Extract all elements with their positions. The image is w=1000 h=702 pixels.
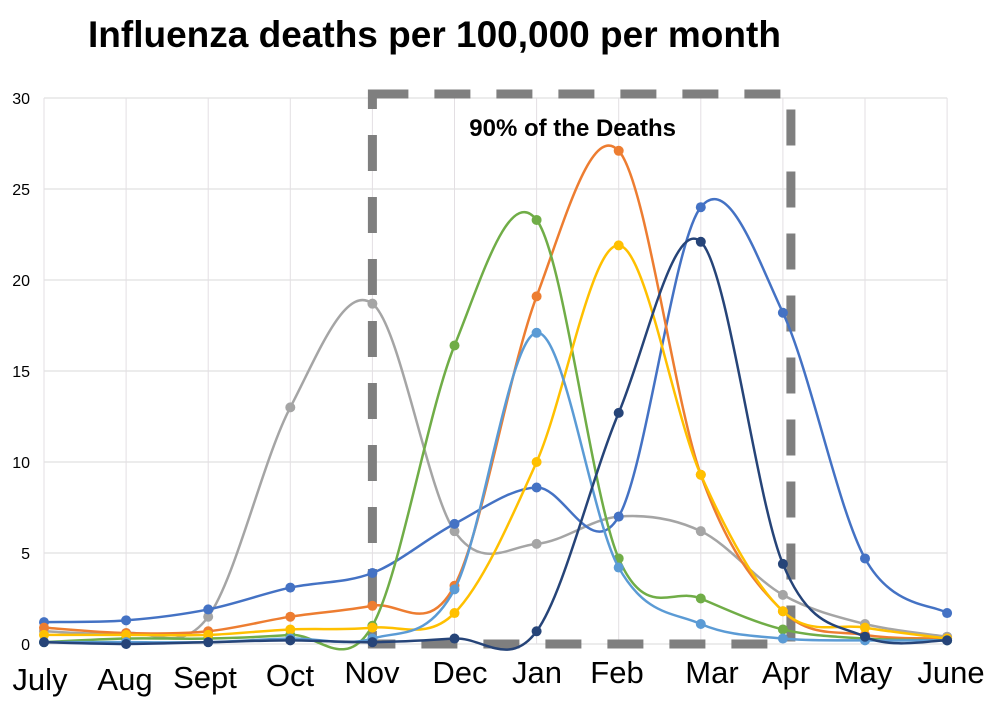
data-point-light-blue (777, 633, 788, 644)
data-point-gray (695, 526, 706, 537)
data-point-navy (449, 633, 460, 644)
data-point-navy (203, 637, 214, 648)
data-point-yellow (203, 629, 214, 640)
data-point-navy (531, 626, 542, 637)
data-point-orange (531, 291, 542, 302)
x-tick-label: Feb (590, 655, 643, 690)
data-point-yellow (531, 457, 542, 467)
series-line-light-blue (44, 331, 948, 644)
data-point-green (449, 340, 460, 351)
y-tick-label: 15 (12, 364, 30, 381)
x-tick-label: Dec (432, 655, 487, 690)
chart-title: Influenza deaths per 100,000 per month (88, 14, 781, 55)
data-point-navy (860, 631, 870, 642)
data-point-green (777, 624, 788, 635)
y-tick-label: 10 (12, 455, 30, 472)
data-point-orange (367, 600, 378, 611)
data-point-navy (942, 635, 953, 646)
data-point-gray (203, 611, 214, 622)
annotation-label: 90% of the Deaths (469, 115, 676, 142)
x-tick-label: Jan (512, 655, 562, 690)
data-point-gray (449, 526, 460, 537)
data-point-navy (121, 639, 132, 649)
data-point-blue (695, 202, 706, 213)
annotation-box (367, 89, 796, 649)
data-point-blue (531, 482, 542, 493)
x-tick-label: Oct (266, 658, 315, 693)
data-point-gray (367, 298, 378, 309)
y-tick-label: 25 (12, 182, 30, 199)
x-tick-label: Mar (685, 655, 738, 690)
series-line-gray (43, 298, 948, 640)
data-point-yellow (39, 629, 49, 640)
data-point-blue (203, 604, 214, 615)
data-point-navy (39, 637, 49, 648)
y-tick-label: 30 (12, 91, 30, 108)
data-point-blue (367, 568, 378, 579)
data-point-gray (285, 402, 296, 413)
data-point-yellow (285, 624, 296, 635)
data-point-yellow (367, 622, 378, 633)
data-point-blue (942, 608, 953, 619)
series-line-green (43, 211, 948, 651)
data-point-light-blue (613, 562, 624, 573)
data-point-yellow (613, 240, 624, 251)
x-tick-label: July (12, 662, 68, 697)
data-point-navy (285, 635, 296, 646)
data-point-orange (39, 622, 49, 633)
data-point-green (531, 214, 542, 225)
y-tick-label: 5 (21, 546, 30, 563)
data-point-orange (613, 145, 624, 156)
data-point-navy (613, 407, 624, 418)
data-point-green (695, 593, 706, 604)
data-point-blue (613, 511, 624, 522)
x-tick-label: Aug (97, 662, 152, 697)
data-point-blue (121, 615, 132, 626)
data-point-navy (777, 558, 788, 569)
series-line-blue (43, 198, 948, 624)
data-point-yellow (777, 606, 788, 617)
data-point-blue (285, 582, 296, 593)
x-tick-label: June (917, 655, 984, 690)
y-tick-label: 0 (21, 637, 30, 654)
data-point-blue (860, 553, 870, 564)
data-point-navy (695, 236, 706, 247)
data-point-gray (777, 589, 788, 600)
x-tick-label: Apr (762, 655, 810, 690)
data-point-yellow (860, 622, 870, 633)
data-point-light-blue (449, 584, 460, 595)
data-point-light-blue (531, 327, 542, 338)
data-point-light-blue (695, 618, 706, 629)
data-point-yellow (449, 608, 460, 619)
y-tick-label: 20 (12, 273, 30, 290)
data-point-yellow (121, 629, 132, 640)
x-tick-label: Sept (173, 660, 237, 695)
x-tick-label: May (834, 655, 893, 690)
data-point-yellow (695, 469, 706, 480)
data-point-navy (367, 637, 378, 648)
data-point-orange (285, 611, 296, 622)
x-tick-label: Nov (344, 655, 400, 690)
data-point-blue (449, 518, 460, 529)
data-point-gray (531, 538, 542, 549)
data-point-blue (777, 307, 788, 318)
